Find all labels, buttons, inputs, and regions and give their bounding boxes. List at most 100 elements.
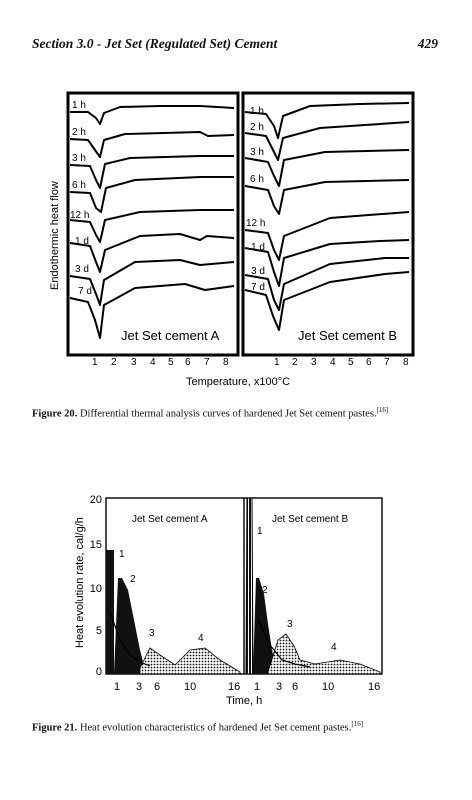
curve-a-decay	[109, 611, 151, 667]
fig21-ylabel: Heat evolution rate, cal/g/h	[74, 517, 86, 648]
figure-20-caption-ref: [16]	[376, 406, 389, 414]
peak-label-b-1: 1	[257, 526, 263, 537]
ytick-0: 0	[96, 666, 102, 678]
xtick21-b-16: 16	[368, 681, 380, 693]
panel-a-frame	[66, 91, 240, 357]
peak-b-1	[245, 497, 254, 675]
label-b-1h: 1 h	[250, 106, 264, 117]
peak-label-b-2: 2	[262, 585, 268, 596]
curve-b-12h	[244, 211, 410, 261]
label-b-6h: 6 h	[250, 174, 264, 185]
ytick-10: 10	[90, 583, 102, 595]
label-a-3d: 3 d	[75, 264, 89, 275]
peak-label-b-3: 3	[287, 619, 293, 630]
curve-a-3d	[69, 259, 235, 306]
curve-b-3h	[244, 149, 410, 187]
curve-b-3d	[244, 257, 409, 311]
xtick-a-3: 3	[131, 357, 137, 368]
xtick-a-1: 1	[92, 357, 98, 368]
fig21-xticks-a: 1 3 6 10 16	[114, 681, 240, 693]
curve-a-1h	[70, 105, 235, 125]
panel-a-title: Jet Set cement A	[121, 328, 220, 343]
xtick-b-5: 5	[348, 357, 354, 368]
xtick-a-6: 6	[185, 357, 191, 368]
label-b-7d: 7 d	[251, 282, 265, 293]
xtick21-b-3: 3	[276, 681, 282, 693]
figure-21-caption-ref: [16]	[351, 720, 364, 728]
xtick21-a-6: 6	[154, 681, 160, 693]
fig21-panel-a-title: Jet Set cement A	[132, 514, 208, 525]
xtick-a-8: 8	[223, 357, 229, 368]
curve-b-6h	[244, 179, 410, 215]
fig21-xlabel: Time, h	[226, 695, 262, 707]
running-header-section: Section 3.0 - Jet Set (Regulated Set) Ce…	[32, 36, 278, 51]
ytick-5: 5	[96, 625, 102, 637]
label-a-3h: 3 h	[72, 153, 86, 164]
xtick-b-6: 6	[366, 357, 372, 368]
curve-b-7d	[244, 271, 410, 331]
figure-21-heat-evolution: 1 2 3 4 1 2 3 4 Jet Set cement A Jet Set…	[74, 494, 383, 707]
figure-20-caption: Figure 20. Differential thermal analysis…	[32, 404, 452, 421]
label-a-6h: 6 h	[72, 180, 86, 191]
peak-label-a-3: 3	[149, 628, 155, 639]
peak-a-3-4-fill	[139, 647, 241, 675]
figure-21-caption-label: Figure 21.	[32, 722, 78, 734]
curve-a-7d	[69, 283, 235, 339]
curve-a-6h	[69, 176, 234, 213]
curve-b-1d	[244, 239, 410, 287]
label-a-2h: 2 h	[72, 127, 86, 138]
peak-a-2	[114, 578, 146, 674]
fig21-yticks: 20 15 10 5 0	[90, 494, 102, 678]
xtick-b-4: 4	[330, 357, 336, 368]
xtick-a-5: 5	[168, 357, 174, 368]
figure-20-caption-label: Figure 20.	[32, 408, 78, 420]
peak-label-b-4: 4	[331, 642, 337, 653]
label-a-12h: 12 h	[70, 210, 89, 221]
xtick-a-7: 7	[204, 357, 210, 368]
figure-21-caption: Figure 21. Heat evolution characteristic…	[32, 718, 452, 735]
fig20-xticks-b: 1 2 3 4 5 6 7 8	[274, 357, 409, 368]
figure-20-caption-text: Differential thermal analysis curves of …	[77, 408, 377, 420]
xtick-b-7: 7	[384, 357, 390, 368]
fig21-panel-b-title: Jet Set cement B	[272, 514, 348, 525]
panel-a-curves	[69, 105, 235, 339]
xtick21-b-10: 10	[322, 681, 334, 693]
xtick21-a-10: 10	[184, 681, 196, 693]
curve-a-2h	[69, 131, 235, 158]
label-b-3d: 3 d	[251, 266, 265, 277]
xtick21-b-6: 6	[292, 681, 298, 693]
xtick21-a-16: 16	[228, 681, 240, 693]
xtick21-b-1: 1	[254, 681, 260, 693]
fig20-ylabel: Endothermic heat flow	[49, 181, 61, 290]
label-b-3h: 3 h	[250, 147, 264, 158]
panel-b-curve-labels: 1 h 2 h 3 h 6 h 12 h 1 d 3 d 7 d	[246, 106, 265, 293]
peak-b-3-4-fill	[267, 633, 381, 675]
peak-label-a-1: 1	[119, 549, 125, 560]
ytick-20: 20	[90, 494, 102, 506]
figure-21-caption-text: Heat evolution characteristics of harden…	[77, 722, 352, 734]
fig20-xticks-a: 1 2 3 4 5 6 7 8	[92, 357, 229, 368]
panel-a-curve-labels: 1 h 2 h 3 h 6 h 12 h 1 d 3 d 7 d	[70, 100, 92, 297]
xtick-b-2: 2	[292, 357, 298, 368]
fig21-xticks-b: 1 3 6 10 16	[254, 681, 380, 693]
xtick-b-3: 3	[311, 357, 317, 368]
panel-b-title: Jet Set cement B	[298, 328, 397, 343]
panel-b-frame	[241, 91, 415, 357]
label-b-12h: 12 h	[246, 218, 265, 229]
curve-b-1h	[244, 102, 410, 139]
peak-b-2	[253, 578, 278, 674]
xtick-b-8: 8	[403, 357, 409, 368]
ytick-15: 15	[90, 539, 102, 551]
panel-b-curves	[244, 102, 410, 331]
peak-label-a-4: 4	[198, 633, 204, 644]
label-b-1d: 1 d	[251, 242, 265, 253]
fig20-xlabel: Temperature, x100°C	[186, 376, 290, 388]
label-a-1d: 1 d	[75, 236, 89, 247]
xtick-a-4: 4	[150, 357, 156, 368]
curve-a-1d	[69, 233, 235, 273]
curve-b-decay	[257, 619, 311, 668]
label-a-1h: 1 h	[72, 100, 86, 111]
xtick21-a-1: 1	[114, 681, 120, 693]
page-number: 429	[417, 36, 438, 51]
